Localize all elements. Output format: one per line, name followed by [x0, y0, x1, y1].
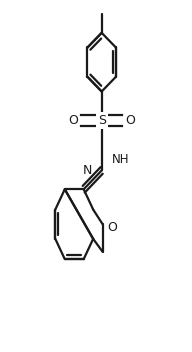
Text: NH: NH — [112, 153, 130, 166]
Text: S: S — [98, 114, 106, 127]
Text: O: O — [68, 114, 78, 127]
Text: O: O — [126, 114, 135, 127]
Text: O: O — [107, 221, 117, 234]
Text: N: N — [83, 164, 92, 177]
